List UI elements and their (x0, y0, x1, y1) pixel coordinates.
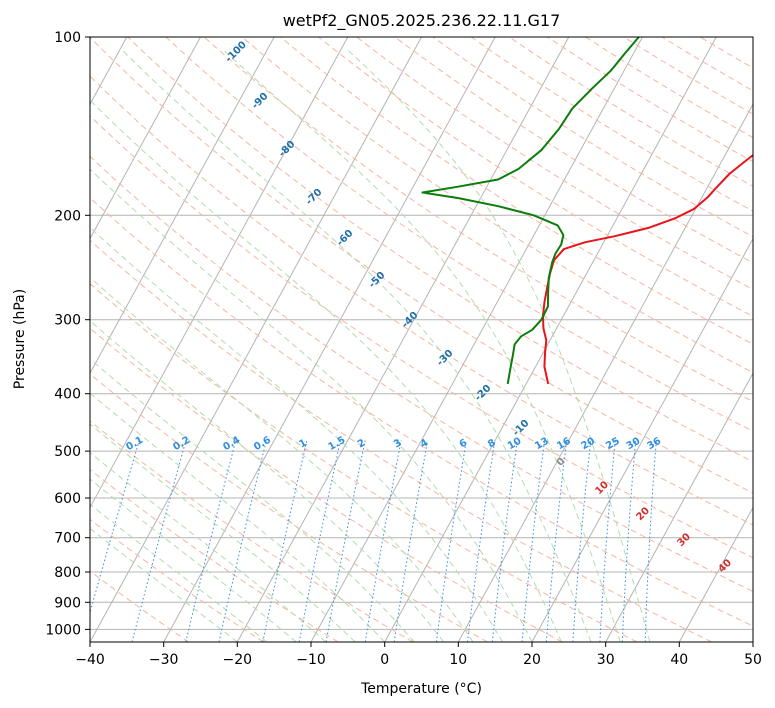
mixing-ratio-line (599, 440, 616, 642)
mixing-ratio-line (467, 440, 496, 642)
mixing-ratio-label: 2 (356, 437, 368, 450)
mixing-ratio-line (644, 440, 657, 642)
dry-adiabat-line (165, 37, 753, 432)
dry-adiabat-line (90, 468, 339, 642)
x-axis-title: Temperature (°C) (360, 681, 482, 697)
moist-adiabat-line (90, 423, 356, 642)
x-tick-label: 30 (597, 652, 615, 668)
chart-title: wetPf2_GN05.2025.236.22.11.G17 (283, 11, 561, 31)
profile-series (421, 37, 753, 385)
mixing-ratio-line (521, 440, 546, 642)
mixing-ratio-line (185, 440, 237, 642)
dry-adiabat-line (90, 75, 753, 526)
dry-adiabat-line (470, 37, 753, 212)
mixing-ratio-line (218, 440, 267, 642)
y-tick-label: 700 (54, 531, 81, 547)
dry-adiabat-line (432, 37, 753, 238)
mixing-ratio-line (545, 440, 568, 642)
dry-adiabat-line (90, 155, 753, 593)
isotherm-line (90, 37, 275, 375)
moist-adiabat-line (90, 168, 533, 642)
mixing-ratio-label: 3 (392, 437, 404, 450)
moist-adiabat-line (90, 226, 503, 642)
y-tick-label: 400 (54, 387, 81, 403)
mixing-ratio-line (572, 440, 592, 642)
dry-adiabat-line (509, 37, 753, 187)
x-tick-label: −20 (223, 652, 253, 668)
mixing-ratio-label: 6 (458, 437, 470, 450)
isotherm-line (90, 37, 201, 240)
mixing-ratio-line (90, 440, 140, 615)
x-tick-label: 40 (670, 652, 688, 668)
dry-adiabat-line (356, 37, 753, 290)
mixing-ratio-label: 1 (297, 437, 309, 450)
moist-adiabat-line (90, 392, 386, 642)
y-tick-label: 100 (54, 30, 81, 46)
mixing-ratio-label: 8 (486, 437, 498, 450)
axes: −40 −30 −20 −10 0 10 20 30 40 50 100 200 300 400 500 60… (45, 30, 762, 668)
dry-adiabat-line (318, 37, 753, 318)
isotherm-line (90, 37, 422, 642)
isotherm-line (163, 37, 496, 642)
x-tick-label: −10 (296, 652, 326, 668)
mixing-ratio-label: 4 (419, 437, 431, 450)
y-tick-label: 900 (54, 595, 81, 611)
x-tick-label: 20 (523, 652, 541, 668)
moist-adiabat-line (222, 49, 621, 642)
y-tick-label: 800 (54, 565, 81, 581)
isotherm-line (531, 237, 753, 642)
dry-adiabat-line (280, 37, 753, 345)
x-tick-label: −30 (149, 652, 179, 668)
moist-adiabat-line (346, 49, 651, 642)
x-tick-label: 50 (744, 652, 762, 668)
mixing-ratio-line (621, 440, 637, 642)
isotherm-line (236, 37, 570, 642)
dry-adiabat-line (547, 37, 753, 163)
x-tick-label: 10 (449, 652, 467, 668)
y-axis-title: Pressure (hPa) (12, 289, 28, 389)
dry-adiabat-line (394, 37, 753, 264)
moist-adiabat-line (90, 320, 444, 642)
moist-adiabat-line (90, 99, 562, 642)
moist-adiabat-line (90, 527, 238, 642)
moist-adiabat-line (90, 358, 415, 642)
dry-adiabat-line (90, 115, 753, 559)
temperature-profile-line (542, 153, 753, 385)
isotherm-line (605, 372, 753, 642)
dry-adiabat-line (90, 282, 638, 642)
moist-adiabat-line (121, 49, 592, 642)
mixing-ratio-line (491, 440, 518, 642)
dry-adiabat-line (90, 37, 753, 494)
background-grid (90, 37, 753, 642)
y-tick-label: 200 (54, 208, 81, 224)
x-tick-label: −40 (75, 652, 105, 668)
isotherm-line (678, 506, 753, 642)
mixing-ratio-line (131, 440, 187, 642)
y-tick-label: 300 (54, 313, 81, 329)
moist-adiabat-line (90, 478, 297, 642)
moist-adiabat-line (90, 503, 268, 642)
moist-adiabat-line (90, 451, 327, 642)
isotherm-line (384, 37, 717, 642)
dry-adiabat-line (90, 327, 563, 642)
moist-adiabat-line (90, 276, 474, 642)
y-tick-label: 500 (54, 444, 81, 460)
isotherm-line (90, 37, 349, 509)
y-tick-label: 600 (54, 491, 81, 507)
dry-adiabat-line (127, 37, 753, 463)
dewpoint-profile-line (421, 37, 640, 385)
y-tick-label: 1000 (45, 622, 81, 638)
dry-adiabat-line (90, 197, 753, 627)
x-tick-label: 0 (380, 652, 389, 668)
plot-frame (89, 36, 754, 643)
